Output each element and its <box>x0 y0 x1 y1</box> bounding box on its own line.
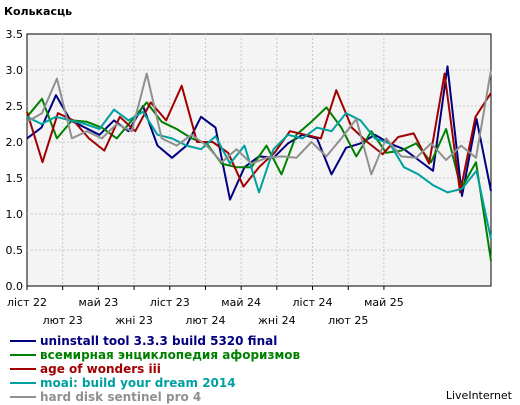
series-line-1 <box>26 97 492 261</box>
y-tick-label: 3.5 <box>6 28 24 41</box>
y-tick-label: 0.0 <box>6 280 24 293</box>
series-line-3 <box>26 108 492 240</box>
series-line-4 <box>26 69 492 176</box>
y-axis-title: Колькасць <box>4 5 72 18</box>
y-tick-label: 2.5 <box>6 100 24 113</box>
y-tick-label: 3.0 <box>6 64 24 77</box>
series-line-2 <box>26 72 492 194</box>
x-tick-label: лют 24 <box>185 314 225 327</box>
legend-label-4: hard disk sentinel pro 4 <box>40 390 201 404</box>
x-axis-ticks: ліст 22 май 23 ліст 23 май 24 ліст 24 май 25 л… <box>7 286 404 327</box>
x-tick-label: ліст 22 <box>7 296 47 309</box>
x-tick-label: лют 25 <box>328 314 368 327</box>
x-tick-label: лют 23 <box>43 314 83 327</box>
legend-label-2: age of wonders iii <box>40 362 161 376</box>
legend-label-3: moai: build your dream 2014 <box>40 376 236 390</box>
x-tick-label: ліст 23 <box>150 296 190 309</box>
x-tick-label: май 25 <box>364 296 404 309</box>
x-tick-label: жні 23 <box>115 314 153 327</box>
x-tick-label: май 23 <box>79 296 119 309</box>
liveinternet-brand: LiveInternet <box>446 389 513 402</box>
legend: uninstall tool 3.3.3 build 5320 finalвсе… <box>10 334 300 404</box>
y-tick-label: 2.0 <box>6 136 24 149</box>
x-tick-label: ліст 24 <box>293 296 333 309</box>
y-tick-label: 1.0 <box>6 208 24 221</box>
x-tick-label: май 24 <box>221 296 261 309</box>
series-lines <box>26 65 492 261</box>
legend-label-0: uninstall tool 3.3.3 build 5320 final <box>40 334 277 348</box>
legend-label-1: всемирная энциклопедия афоризмов <box>40 348 300 362</box>
grid-lines <box>27 34 491 286</box>
y-tick-label: 1.5 <box>6 172 24 185</box>
y-axis-ticks: 0.0 0.5 1.0 1.5 2.0 2.5 3.0 3.5 <box>6 28 24 293</box>
x-tick-label: жні 24 <box>258 314 296 327</box>
y-tick-label: 0.5 <box>6 244 24 257</box>
